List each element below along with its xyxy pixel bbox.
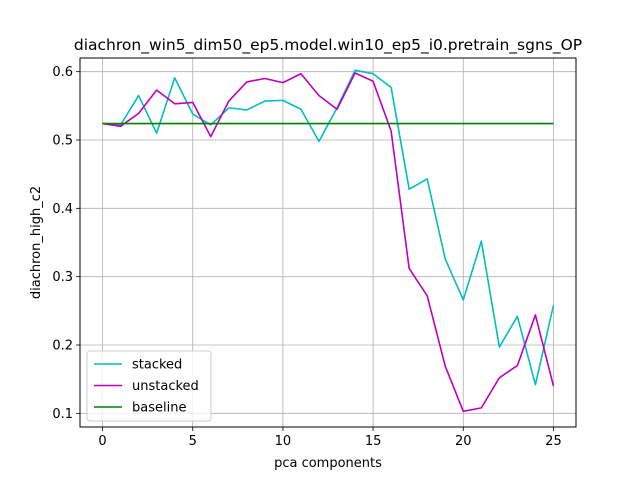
ticks: 0 5 10 15 20 25 0.1 0.2 0.3 0.4 0.5 0.6 [52,65,561,449]
x-tick-label: 20 [455,434,472,449]
series-line-unstacked [102,72,555,413]
x-tick-label: 0 [98,434,106,449]
x-tick-label: 15 [365,434,382,449]
y-tick-label: 0.1 [52,407,73,422]
x-tick-label: 5 [189,434,197,449]
legend-label-baseline: baseline [132,401,186,416]
legend-box [86,350,212,422]
series-lines [102,69,555,413]
y-tick-label: 0.4 [52,202,73,217]
y-tick-label: 0.2 [52,339,73,354]
x-tick-label: 10 [275,434,292,449]
y-tick-label: 0.3 [52,270,73,285]
legend: stacked unstacked baseline [86,350,212,422]
plot-frame [79,57,577,428]
x-tick-label: 25 [545,434,562,449]
y-tick-label: 0.6 [52,65,73,80]
legend-label-stacked: stacked [132,358,182,373]
x-axis-label: pca components [274,456,382,471]
chart-title: diachron_win5_dim50_ep5.model.win10_ep5_… [74,36,582,55]
grid [80,58,576,427]
legend-label-unstacked: unstacked [132,379,199,394]
series-line-stacked [102,69,555,386]
y-axis-label: diachron_high_c2 [29,186,44,299]
y-tick-label: 0.5 [52,134,73,149]
